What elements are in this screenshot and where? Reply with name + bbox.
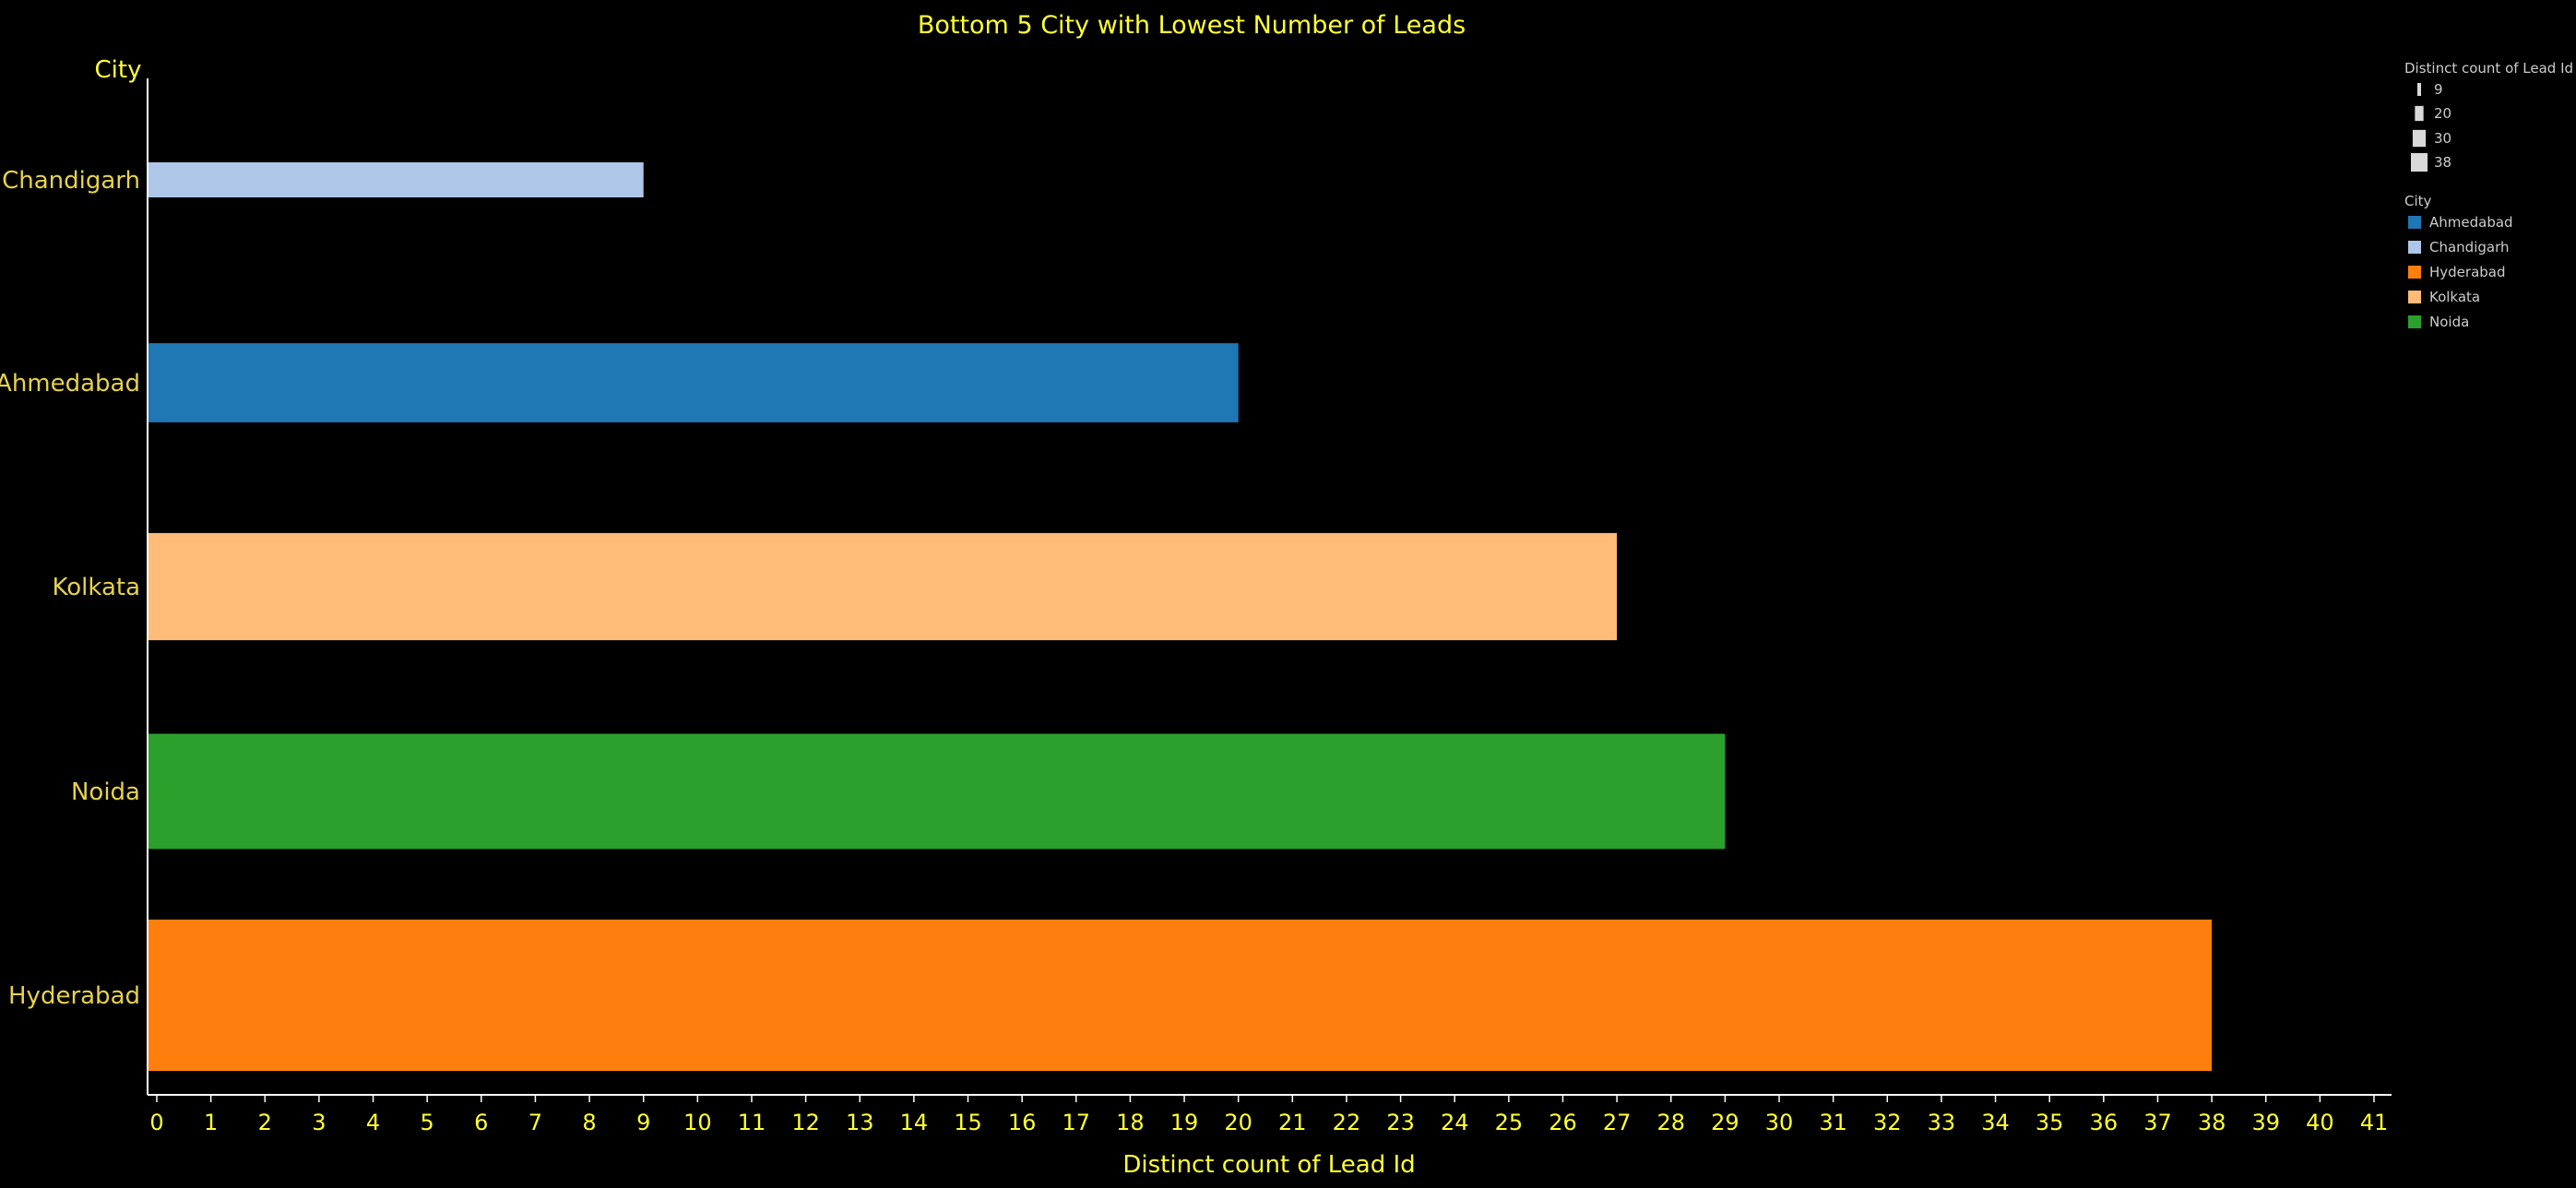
x-tick-label: 33 <box>1928 1110 1956 1135</box>
legend-swatch-hyderabad[interactable] <box>2408 266 2421 279</box>
x-tick-label: 0 <box>149 1110 163 1135</box>
category-label-kolkata: Kolkata <box>52 574 140 601</box>
x-tick-label: 36 <box>2090 1110 2119 1135</box>
x-tick-label: 15 <box>954 1110 982 1135</box>
x-tick-label: 35 <box>2036 1110 2064 1135</box>
x-tick-label: 37 <box>2143 1110 2172 1135</box>
bar-kolkata[interactable] <box>148 532 1618 641</box>
x-tick-label: 41 <box>2360 1110 2389 1135</box>
size-legend-swatch <box>2411 153 2428 172</box>
size-legend-label: 9 <box>2434 81 2443 98</box>
bar-chandigarh[interactable] <box>148 162 644 197</box>
x-tick-label: 24 <box>1441 1110 1469 1135</box>
x-tick-label: 16 <box>1008 1110 1037 1135</box>
size-legend-title: Distinct count of Lead Id <box>2404 60 2573 77</box>
bar-hyderabad[interactable] <box>148 920 2213 1071</box>
size-legend-label: 20 <box>2434 105 2451 122</box>
x-tick-label: 13 <box>846 1110 874 1135</box>
size-legend-items: 9 20 30 38 <box>2411 81 2451 172</box>
size-legend-swatch <box>2412 129 2427 148</box>
x-tick-label: 25 <box>1495 1110 1524 1135</box>
x-tick-label: 29 <box>1711 1110 1739 1135</box>
category-label-ahmedabad: Ahmedabad <box>0 370 140 398</box>
bar-noida[interactable] <box>148 733 1726 849</box>
x-tick-label: 7 <box>528 1110 542 1135</box>
x-tick-label: 8 <box>582 1110 596 1135</box>
x-tick-label: 22 <box>1333 1110 1361 1135</box>
x-tick-label: 21 <box>1278 1110 1307 1135</box>
x-tick-label: 17 <box>1062 1110 1091 1135</box>
color-legend-items: Ahmedabad Chandigarh Hyderabad Kolkata Noida <box>2408 214 2513 330</box>
x-tick-label: 10 <box>683 1110 712 1135</box>
bar-ahmedabad[interactable] <box>148 343 1239 422</box>
size-legend-label: 38 <box>2434 154 2451 171</box>
legend-swatch-ahmedabad[interactable] <box>2408 216 2421 229</box>
category-label-noida: Noida <box>71 778 140 806</box>
x-tick-label: 11 <box>738 1110 766 1135</box>
chart-title: Bottom 5 City with Lowest Number of Lead… <box>918 11 1466 40</box>
x-tick-label: 28 <box>1656 1110 1685 1135</box>
x-tick-label: 26 <box>1549 1110 1577 1135</box>
legend-label-hyderabad: Hyderabad <box>2429 264 2506 280</box>
legend-label-ahmedabad: Ahmedabad <box>2429 214 2513 231</box>
x-tick-label: 12 <box>791 1110 820 1135</box>
y-axis-title: City <box>95 56 142 84</box>
x-tick-label: 14 <box>900 1110 929 1135</box>
x-tick-label: 27 <box>1603 1110 1632 1135</box>
x-tick-label: 19 <box>1170 1110 1199 1135</box>
x-tick-label: 23 <box>1386 1110 1415 1135</box>
x-tick-label: 18 <box>1116 1110 1145 1135</box>
legend-label-kolkata: Kolkata <box>2429 289 2480 305</box>
x-tick-label: 1 <box>204 1110 218 1135</box>
x-tick-label: 5 <box>421 1110 434 1135</box>
category-label-hyderabad: Hyderabad <box>8 982 140 1010</box>
size-legend-label: 30 <box>2434 130 2451 147</box>
legend-swatch-chandigarh[interactable] <box>2408 241 2421 254</box>
x-tick-label: 2 <box>258 1110 272 1135</box>
legend-swatch-kolkata[interactable] <box>2408 291 2421 303</box>
x-tick-label: 34 <box>1981 1110 2010 1135</box>
x-tick-label: 9 <box>636 1110 650 1135</box>
x-tick-label: 6 <box>474 1110 488 1135</box>
x-axis-ticks: 0 1 2 3 4 5 6 7 8 9 10 11 12 13 14 15 16 17 18 19 20 21 22 23 24… <box>149 1095 2388 1135</box>
legend-swatch-noida[interactable] <box>2408 315 2421 328</box>
x-tick-label: 32 <box>1873 1110 1902 1135</box>
x-axis-title: Distinct count of Lead Id <box>1122 1151 1415 1179</box>
size-legend-swatch <box>2417 83 2421 96</box>
legend-label-noida: Noida <box>2429 314 2469 330</box>
legend-label-chandigarh: Chandigarh <box>2429 239 2510 255</box>
legend: Distinct count of Lead Id 9 20 30 38 City A… <box>2404 60 2573 330</box>
x-tick-label: 40 <box>2306 1110 2334 1135</box>
size-legend-swatch <box>2415 105 2424 122</box>
bars-group <box>148 162 2213 1071</box>
x-tick-label: 39 <box>2251 1110 2280 1135</box>
x-tick-label: 4 <box>366 1110 380 1135</box>
color-legend-title: City <box>2404 193 2432 209</box>
x-tick-label: 20 <box>1224 1110 1252 1135</box>
category-labels: Chandigarh Ahmedabad Kolkata Noida Hyderabad <box>0 167 140 1010</box>
x-tick-label: 30 <box>1765 1110 1794 1135</box>
x-tick-label: 3 <box>312 1110 326 1135</box>
category-label-chandigarh: Chandigarh <box>2 167 140 195</box>
x-tick-label: 31 <box>1819 1110 1847 1135</box>
x-tick-label: 38 <box>2198 1110 2226 1135</box>
